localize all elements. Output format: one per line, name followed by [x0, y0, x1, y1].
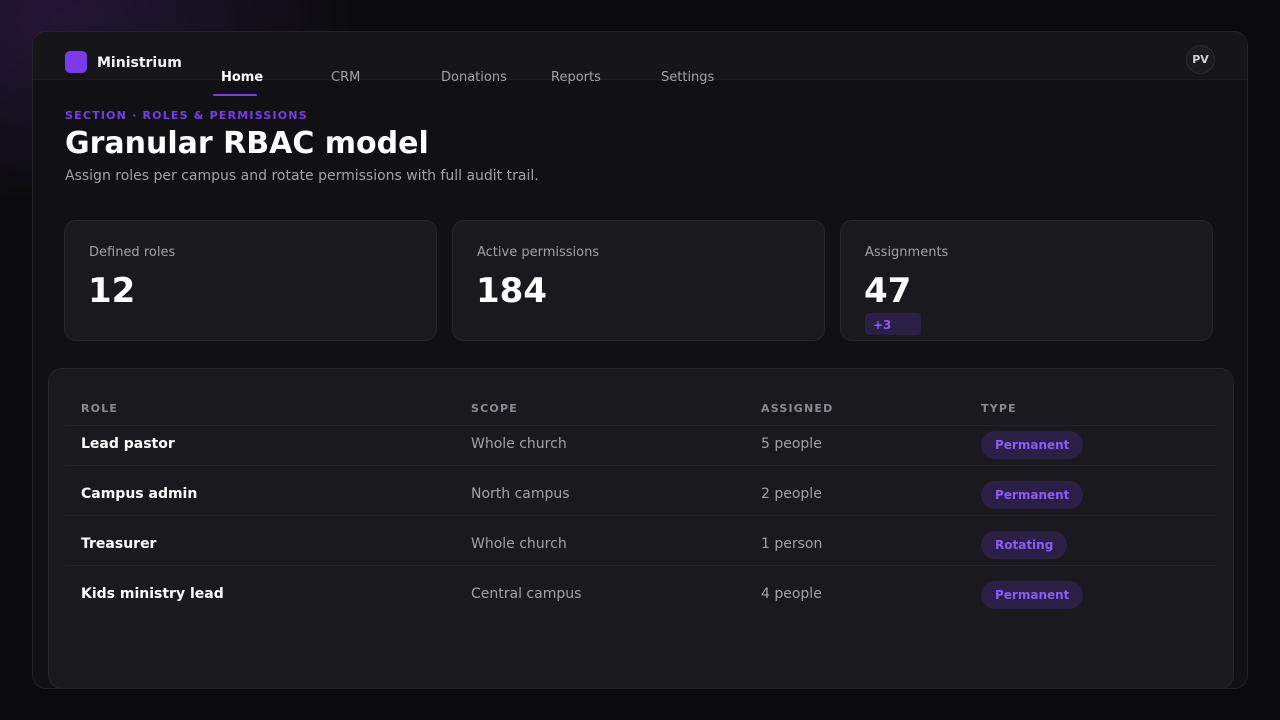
role-cell: Lead pastor: [81, 436, 175, 452]
roles-table: ROLE SCOPE ASSIGNED TYPE Lead pastor Who…: [48, 368, 1234, 688]
column-header-role[interactable]: ROLE: [81, 402, 119, 415]
column-header-scope[interactable]: SCOPE: [471, 402, 518, 415]
stat-delta-badge: +3: [865, 313, 921, 335]
stat-value: 47: [864, 271, 912, 311]
type-badge: Permanent: [981, 581, 1084, 609]
column-header-type[interactable]: TYPE: [981, 402, 1017, 415]
tab-home[interactable]: Home: [221, 70, 264, 85]
column-header-assigned[interactable]: ASSIGNED: [761, 402, 834, 415]
active-tab-indicator: [213, 94, 257, 96]
stat-card-defined-roles: Defined roles 12: [64, 220, 437, 341]
row-divider: [65, 515, 1217, 516]
row-divider: [65, 425, 1217, 426]
tab-settings[interactable]: Settings: [661, 70, 715, 85]
app-window: Ministrium PV Home CRM Donations Reports…: [32, 31, 1248, 689]
assigned-cell: 5 people: [761, 436, 822, 452]
row-divider: [65, 465, 1217, 466]
logo-icon: [65, 51, 87, 73]
assigned-cell: 1 person: [761, 536, 823, 552]
stat-card-assignments: Assignments 47 +3: [840, 220, 1213, 341]
stat-value: 12: [88, 271, 136, 311]
scope-cell: Central campus: [471, 586, 582, 602]
role-cell: Campus admin: [81, 486, 198, 502]
stat-label: Assignments: [865, 245, 949, 260]
scope-cell: North campus: [471, 486, 570, 502]
tab-donations[interactable]: Donations: [441, 70, 507, 85]
page-subtitle: Assign roles per campus and rotate permi…: [65, 168, 539, 184]
stat-label: Defined roles: [89, 245, 176, 260]
top-bar: Ministrium PV: [33, 32, 1247, 80]
type-badge: Permanent: [981, 481, 1084, 509]
role-cell: Treasurer: [81, 536, 157, 552]
assigned-cell: 4 people: [761, 586, 822, 602]
role-cell: Kids ministry lead: [81, 586, 224, 602]
page-title: Granular RBAC model: [65, 126, 429, 161]
stat-card-active-permissions: Active permissions 184: [452, 220, 825, 341]
type-badge: Permanent: [981, 431, 1084, 459]
stat-label: Active permissions: [477, 245, 600, 260]
row-divider: [65, 565, 1217, 566]
scope-cell: Whole church: [471, 436, 567, 452]
assigned-cell: 2 people: [761, 486, 822, 502]
scope-cell: Whole church: [471, 536, 567, 552]
avatar[interactable]: PV: [1186, 45, 1215, 74]
tab-reports[interactable]: Reports: [551, 70, 601, 85]
tab-crm[interactable]: CRM: [331, 70, 361, 85]
type-badge: Rotating: [981, 531, 1068, 559]
brand-name: Ministrium: [97, 55, 182, 71]
stat-value: 184: [476, 271, 547, 311]
section-eyebrow: SECTION · ROLES & PERMISSIONS: [65, 109, 308, 122]
